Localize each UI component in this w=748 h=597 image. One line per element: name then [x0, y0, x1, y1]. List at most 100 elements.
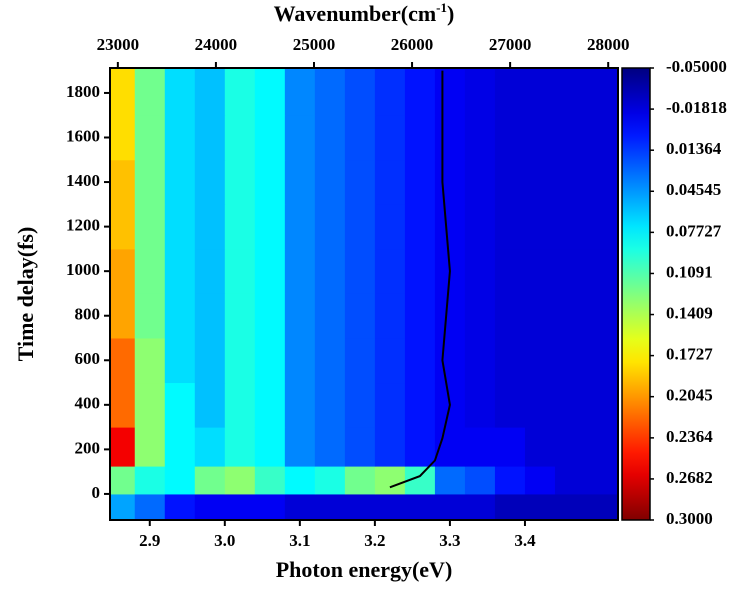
x-tick-label: 3.4: [514, 531, 536, 550]
heat-cell: [254, 68, 286, 116]
heat-cell: [110, 466, 136, 495]
heat-cell: [134, 115, 166, 161]
x2-axis-label: Wavenumber(cm-1): [274, 0, 455, 26]
heat-cell: [224, 337, 256, 384]
heat-cell: [344, 493, 376, 520]
heat-cell: [224, 159, 256, 205]
heat-cell: [434, 293, 466, 339]
heat-cell: [524, 466, 556, 495]
heat-cell: [404, 204, 436, 250]
heat-cell: [164, 159, 196, 205]
heat-cell: [404, 493, 436, 520]
heat-cell: [224, 466, 256, 495]
heat-cell: [224, 115, 256, 161]
heat-cell: [254, 293, 286, 339]
y-tick-label: 1400: [66, 171, 100, 190]
colorbar-tick-label: 0.2682: [666, 468, 713, 487]
plot-frame: [109, 67, 619, 521]
heat-cell: [554, 204, 618, 250]
heat-cell: [494, 115, 526, 161]
x2-tick-label: 23000: [97, 35, 140, 54]
heat-cell: [494, 204, 526, 250]
heat-cell: [254, 427, 286, 467]
y-tick-label: 1800: [66, 82, 100, 101]
heat-cell: [404, 159, 436, 205]
heat-cell: [194, 466, 226, 495]
x2-tick-label: 28000: [587, 35, 630, 54]
heat-cell: [164, 293, 196, 339]
x2-label-sup: -1: [436, 0, 447, 15]
heat-cell: [434, 159, 466, 205]
heat-cell: [494, 427, 526, 467]
heat-cell: [374, 68, 406, 116]
heat-cell: [254, 382, 286, 428]
heat-cell: [344, 159, 376, 205]
heat-cell: [524, 115, 556, 161]
heat-cell: [254, 159, 286, 205]
heat-cell: [194, 337, 226, 384]
heat-cell: [524, 204, 556, 250]
heat-cell: [224, 382, 256, 428]
heat-cell: [134, 337, 166, 384]
heat-cell: [134, 293, 166, 339]
heat-cell: [404, 248, 436, 294]
heat-cell: [494, 159, 526, 205]
heat-cell: [464, 427, 496, 467]
heat-cell: [464, 337, 496, 384]
heat-cell: [284, 68, 316, 116]
heat-cell: [344, 466, 376, 495]
heat-cell: [164, 204, 196, 250]
heat-cell: [224, 493, 256, 520]
heat-cell: [164, 248, 196, 294]
heat-cell: [464, 115, 496, 161]
heat-cell: [314, 204, 346, 250]
heat-cell: [494, 248, 526, 294]
heat-cell: [254, 493, 286, 520]
heat-cell: [554, 248, 618, 294]
heatmap: [110, 68, 618, 520]
y-axis-label: Time delay(fs): [13, 227, 38, 362]
heat-cell: [110, 115, 136, 161]
heat-cell: [434, 337, 466, 384]
colorbar: [621, 67, 651, 521]
heat-cell: [164, 337, 196, 384]
heat-cell: [374, 293, 406, 339]
heat-cell: [434, 68, 466, 116]
heat-cell: [134, 204, 166, 250]
y-tick-label: 600: [75, 349, 101, 368]
heat-cell: [404, 68, 436, 116]
heat-cell: [110, 337, 136, 384]
heat-cell: [254, 337, 286, 384]
heat-cell: [194, 204, 226, 250]
heat-cell: [164, 382, 196, 428]
heat-cell: [344, 382, 376, 428]
y-tick-label: 1200: [66, 216, 100, 235]
heat-cell: [284, 466, 316, 495]
heat-cell: [494, 466, 526, 495]
colorbar-tick-label: 0.2364: [666, 427, 713, 446]
x2-label-part: ): [447, 1, 454, 26]
heat-cell: [134, 68, 166, 116]
heat-cell: [344, 115, 376, 161]
heat-cell: [344, 68, 376, 116]
heat-cell: [524, 159, 556, 205]
heat-cell: [494, 382, 526, 428]
heat-cell: [110, 68, 136, 116]
heat-cell: [194, 493, 226, 520]
heat-cell: [314, 427, 346, 467]
heat-cell: [464, 204, 496, 250]
y-tick-label: 0: [92, 483, 101, 502]
colorbar-tick-label: 0.01364: [666, 139, 722, 158]
heat-cell: [374, 382, 406, 428]
x2-label-part: Wavenumber(cm: [274, 1, 437, 26]
heat-cell: [524, 493, 556, 520]
heat-cell: [314, 248, 346, 294]
heat-cell: [164, 466, 196, 495]
x2-tick-label: 27000: [489, 35, 532, 54]
heat-cell: [284, 337, 316, 384]
heat-cell: [524, 427, 556, 467]
x-axis-label: Photon energy(eV): [276, 557, 453, 582]
y-tick-label: 1600: [66, 126, 100, 145]
heat-cell: [464, 68, 496, 116]
heat-cell: [254, 248, 286, 294]
